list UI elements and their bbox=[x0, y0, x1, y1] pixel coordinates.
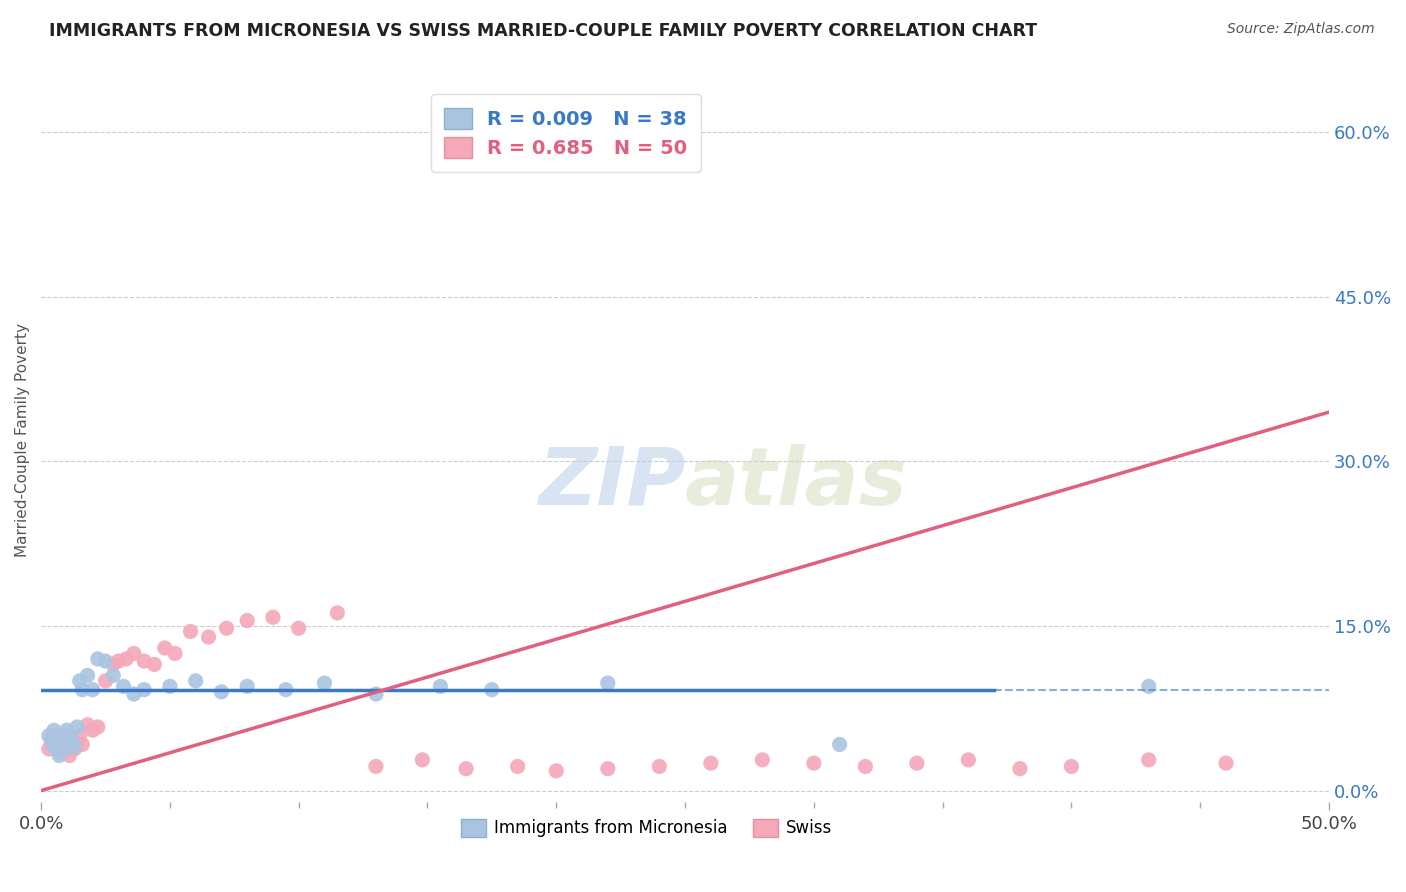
Point bbox=[103, 657, 125, 672]
Point bbox=[209, 685, 232, 699]
Point bbox=[481, 682, 503, 697]
Point bbox=[184, 673, 207, 688]
Point bbox=[87, 720, 110, 734]
Point bbox=[262, 610, 284, 624]
Point bbox=[165, 647, 187, 661]
Point bbox=[42, 739, 65, 754]
Point bbox=[596, 676, 619, 690]
Point bbox=[506, 759, 529, 773]
Y-axis label: Married-Couple Family Poverty: Married-Couple Family Poverty bbox=[15, 323, 30, 557]
Point bbox=[236, 679, 259, 693]
Point bbox=[69, 673, 91, 688]
Text: IMMIGRANTS FROM MICRONESIA VS SWISS MARRIED-COUPLE FAMILY POVERTY CORRELATION CH: IMMIGRANTS FROM MICRONESIA VS SWISS MARR… bbox=[49, 22, 1038, 40]
Point bbox=[326, 606, 349, 620]
Point bbox=[66, 738, 89, 752]
Point bbox=[648, 759, 671, 773]
Point bbox=[82, 723, 104, 738]
Point bbox=[48, 748, 70, 763]
Point bbox=[66, 720, 89, 734]
Point bbox=[1137, 679, 1160, 693]
Point bbox=[51, 745, 73, 759]
Point bbox=[42, 723, 65, 738]
Legend: Immigrants from Micronesia, Swiss: Immigrants from Micronesia, Swiss bbox=[454, 812, 839, 844]
Point bbox=[134, 654, 156, 668]
Point bbox=[48, 738, 70, 752]
Point bbox=[60, 734, 83, 748]
Point bbox=[700, 756, 723, 771]
Point bbox=[51, 729, 73, 743]
Point bbox=[287, 621, 309, 635]
Point bbox=[364, 759, 387, 773]
Point bbox=[159, 679, 181, 693]
Point bbox=[45, 742, 67, 756]
Point bbox=[107, 654, 129, 668]
Point bbox=[1060, 759, 1083, 773]
Point bbox=[48, 734, 70, 748]
Point bbox=[274, 682, 297, 697]
Point bbox=[53, 739, 76, 754]
Point bbox=[56, 723, 79, 738]
Point bbox=[803, 756, 825, 771]
Point bbox=[112, 679, 135, 693]
Point bbox=[72, 682, 94, 697]
Point bbox=[51, 734, 73, 748]
Point bbox=[58, 729, 80, 743]
Point bbox=[122, 647, 145, 661]
Point bbox=[41, 738, 63, 752]
Point bbox=[236, 614, 259, 628]
Point bbox=[69, 729, 91, 743]
Point bbox=[197, 630, 219, 644]
Point bbox=[1215, 756, 1237, 771]
Point bbox=[58, 748, 80, 763]
Point bbox=[63, 742, 86, 756]
Point bbox=[596, 762, 619, 776]
Point bbox=[456, 762, 478, 776]
Point bbox=[76, 718, 98, 732]
Point bbox=[429, 679, 451, 693]
Point bbox=[42, 729, 65, 743]
Point bbox=[60, 734, 83, 748]
Point bbox=[76, 668, 98, 682]
Point bbox=[63, 739, 86, 754]
Point bbox=[41, 734, 63, 748]
Point bbox=[751, 753, 773, 767]
Point bbox=[87, 652, 110, 666]
Point bbox=[115, 652, 138, 666]
Text: ZIP: ZIP bbox=[537, 444, 685, 522]
Point bbox=[364, 687, 387, 701]
Point bbox=[94, 654, 117, 668]
Point bbox=[1008, 762, 1031, 776]
Point bbox=[45, 742, 67, 756]
Point bbox=[94, 673, 117, 688]
Point bbox=[905, 756, 928, 771]
Point bbox=[153, 640, 176, 655]
Point bbox=[56, 731, 79, 745]
Point bbox=[143, 657, 166, 672]
Point bbox=[38, 729, 60, 743]
Point bbox=[828, 738, 851, 752]
Point bbox=[103, 668, 125, 682]
Point bbox=[957, 753, 980, 767]
Point bbox=[314, 676, 336, 690]
Point bbox=[411, 753, 433, 767]
Point bbox=[179, 624, 201, 639]
Point bbox=[546, 764, 568, 778]
Point bbox=[1137, 753, 1160, 767]
Point bbox=[853, 759, 876, 773]
Point bbox=[56, 731, 79, 745]
Point bbox=[38, 742, 60, 756]
Point bbox=[72, 738, 94, 752]
Text: Source: ZipAtlas.com: Source: ZipAtlas.com bbox=[1227, 22, 1375, 37]
Point bbox=[215, 621, 238, 635]
Text: atlas: atlas bbox=[685, 444, 908, 522]
Point bbox=[134, 682, 156, 697]
Point bbox=[53, 742, 76, 756]
Point bbox=[82, 682, 104, 697]
Point bbox=[122, 687, 145, 701]
